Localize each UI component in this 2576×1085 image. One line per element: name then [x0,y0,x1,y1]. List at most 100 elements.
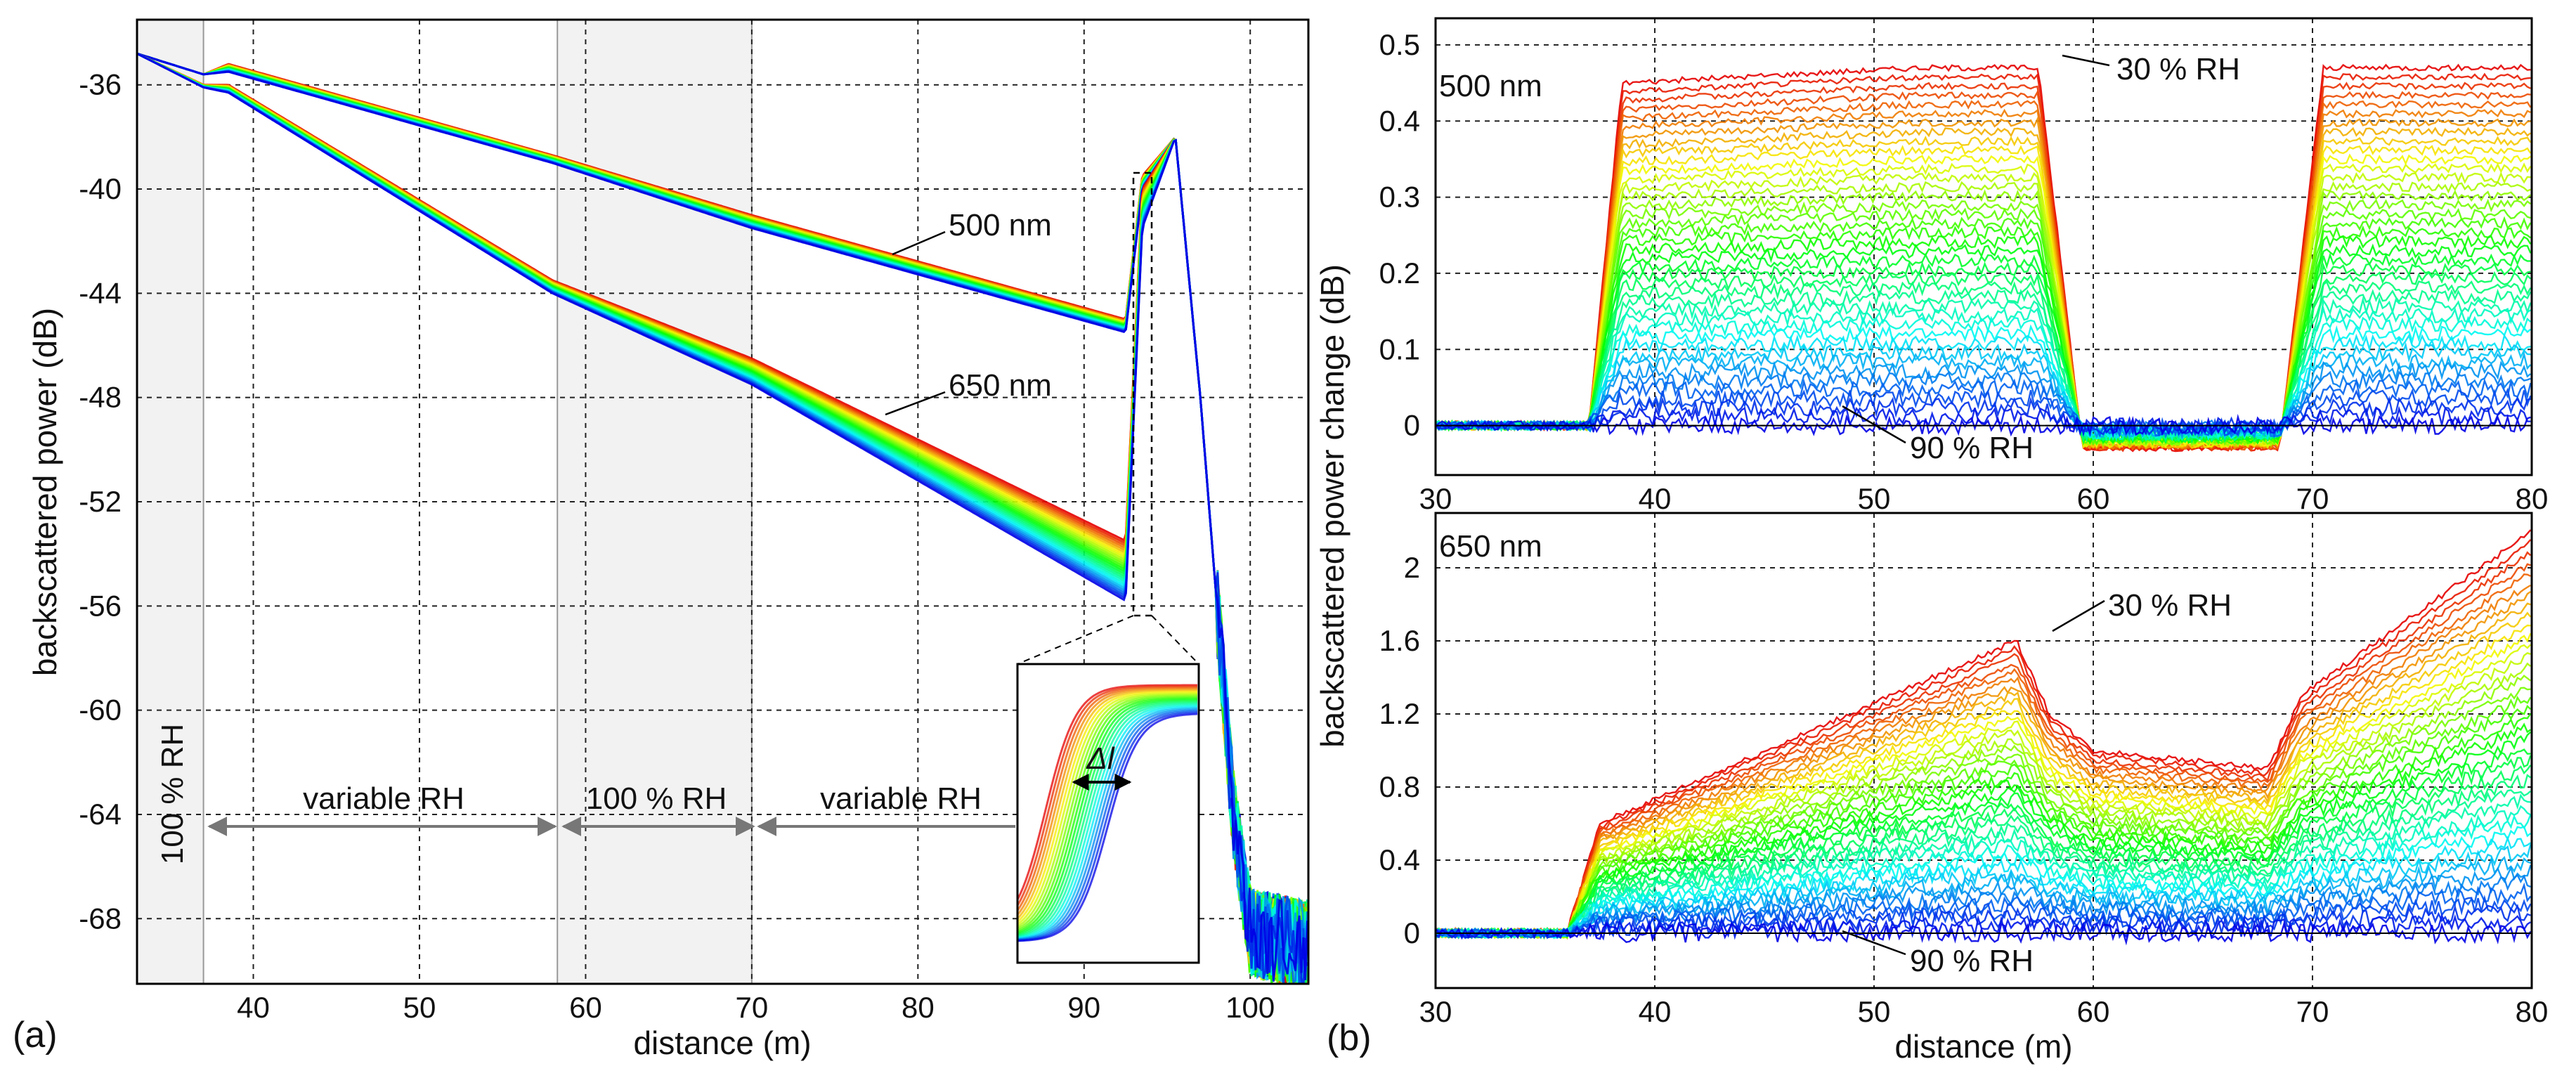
rh-curve [1436,774,2532,940]
rh-curve [1436,584,2532,940]
x-tick-label: 50 [1858,482,1891,515]
x-axis-label: distance (m) [633,1025,811,1061]
leader-line [1842,405,1906,444]
rh-curve [1436,296,2532,443]
curves [137,52,1308,984]
x-tick-label: 70 [2296,482,2329,515]
x-tick-label: 100 [1225,991,1275,1024]
series-label-650nm: 650 nm [949,368,1052,403]
rh-curve [1436,624,2531,940]
x-tick-label: 80 [2516,995,2549,1028]
annotation-30rh: 30 % RH [2108,588,2232,623]
rh-curve [1436,225,2532,445]
inset-line [1017,697,1197,934]
rh-curve [1436,243,2532,445]
rh-curve [1436,551,2532,940]
rh-curve [1436,913,2532,941]
inset-line [1017,692,1197,925]
rh-curve [1436,333,2531,441]
y-tick-label: 0 [1404,916,1420,949]
inset-line [1017,711,1198,942]
panel-label: (a) [13,1015,58,1055]
rh-curve [1436,271,2532,445]
panel-b-bottom: 30 40 50 60 70 80 0 0.4 0.8 1.2 1.6 2 650 nm 30 % R… [1314,264,2548,1065]
leader-line [2052,599,2105,632]
rh-curve [1436,602,2531,940]
rh-curve [1436,360,2532,440]
y-tick-label: -68 [79,902,122,935]
inset-line [1017,689,1197,920]
rh-curve [1436,529,2532,940]
y-tick-label: 0.2 [1379,256,1420,290]
rh-curve [1436,591,2532,940]
rh-curve [1436,181,2531,448]
rh-curve [1436,405,2531,437]
rh-curve [1436,844,2532,939]
rh-curve [1436,89,2531,452]
inset-frame [1016,663,1200,964]
rh-curve [1436,722,2532,940]
inset-line [1017,691,1197,923]
rh-curve [1436,144,2532,450]
rh-curve [1436,632,2532,939]
panel-b-top: 30 40 50 60 70 80 0 0.1 0.2 0.3 0.4 0.5 500 nm 30 %… [1379,17,2549,515]
shaded-region [557,20,752,984]
x-tick-label: 90 [1067,991,1100,1024]
inset-line [1017,693,1197,928]
region-label-variable-rh: variable RH [820,781,982,816]
x-tick-label: 40 [1639,482,1672,515]
region-label-100rh-left: 100 % RH [155,724,190,865]
rh-curve [1436,136,2532,449]
y-tick-label: -40 [79,172,122,205]
x-tick-label: 30 [1419,482,1452,515]
inset-line [1017,706,1197,940]
x-axis-label: distance (m) [1894,1028,2072,1065]
inset-line [1017,684,1197,901]
rh-curve [1436,216,2532,446]
series-label-500nm: 500 nm [949,208,1052,242]
inset-line [1017,700,1198,936]
inset-line [1017,688,1198,916]
inset-line [1017,713,1198,942]
tick-labels: 40 50 60 70 80 90 100 -36 -40 -44 -48 -52 -56 -60 -64 -… [79,68,1275,1024]
rh-curve [1436,162,2532,448]
y-tick-label: -52 [79,485,122,518]
y-tick-label: -44 [79,276,122,309]
rh-curve [1436,324,2532,441]
rh-curve [1436,377,2532,439]
series-650nm-line [137,52,1308,982]
inset-line [1017,703,1198,938]
rh-curve [1436,855,2531,940]
region-label-variable-rh: variable RH [303,781,464,816]
plot-frame [1434,512,2533,989]
x-tick-label: 40 [237,991,270,1024]
y-axis-label: backscattered power (dB) [27,308,63,676]
zoom-box [1132,171,1153,617]
rh-curve [1436,100,2532,451]
y-tick-label: 2 [1404,551,1420,584]
y-tick-label: 0.4 [1379,843,1420,876]
inset-line [1017,701,1197,937]
y-tick-label: 0.5 [1379,28,1420,61]
inset-delta-label: Δl [1086,741,1115,776]
curves [1436,63,2532,453]
rh-curve [1436,814,2532,940]
tick-labels: 30 40 50 60 70 80 0 0.1 0.2 0.3 0.4 0.5 [1379,28,2549,515]
rh-curve [1436,261,2531,443]
rh-curve [1436,351,2532,439]
inset-line [1017,710,1198,942]
rh-curve [1436,207,2531,446]
rh-curve [1436,387,2532,436]
rh-curve [1436,539,2532,940]
rh-curve [1436,235,2532,445]
annotation-90rh: 90 % RH [1910,944,2034,978]
y-tick-label: 0.8 [1379,770,1420,803]
inset-line [1017,704,1198,939]
x-tick-label: 80 [2516,482,2549,515]
inset-line [1017,699,1197,935]
x-tick-label: 30 [1419,995,1452,1028]
rh-curve [1436,396,2531,438]
inset-line [1017,708,1198,941]
x-tick-label: 60 [2077,482,2110,515]
